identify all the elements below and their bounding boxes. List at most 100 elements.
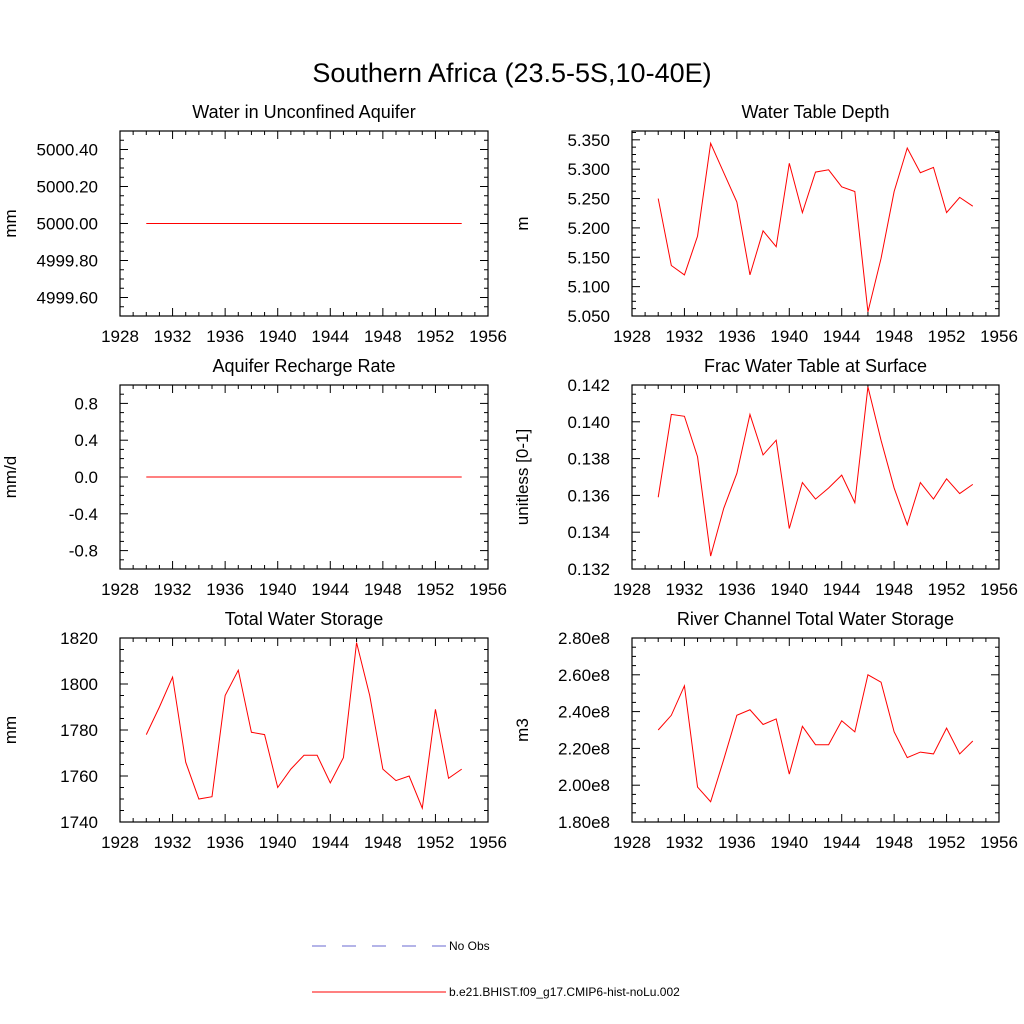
y-tick-label: 5000.00: [37, 215, 98, 234]
y-tick-label: 1780: [60, 721, 98, 740]
x-tick-label: 1956: [980, 580, 1018, 599]
x-tick-label: 1936: [206, 833, 244, 852]
panels: Water in Unconfined Aquifer mm 1928 1932 193…: [1, 102, 1018, 852]
x-tick-label: 1928: [613, 833, 651, 852]
y-tick-label: 0.138: [567, 450, 610, 469]
x-tick-label: 1956: [980, 327, 1018, 346]
legend-item: b.e21.BHIST.f09_g17.CMIP6-hist-noLu.002: [312, 985, 680, 999]
x-tick-label: 1956: [469, 327, 507, 346]
series-line: [145, 642, 462, 811]
panel-title: River Channel Total Water Storage: [677, 609, 954, 629]
x-tick-label: 1944: [311, 833, 349, 852]
y-tick-label: 0.132: [567, 560, 610, 579]
x-tick-label: 1936: [718, 580, 756, 599]
y-tick-label: 1760: [60, 767, 98, 786]
x-tick-label: 1932: [666, 833, 704, 852]
y-tick-label: 5.350: [567, 131, 610, 150]
panel-title: Water in Unconfined Aquifer: [192, 102, 415, 122]
x-tick-label: 1948: [875, 833, 913, 852]
x-tick-label: 1936: [206, 580, 244, 599]
x-tick-label: 1928: [101, 833, 139, 852]
chart-panel: Total Water Storage mm 1928 1932 1936 1940 194…: [1, 609, 507, 852]
y-axis-label: unitless [0-1]: [513, 429, 532, 525]
y-tick-label: 2.40e8: [558, 703, 610, 722]
x-tick-label: 1944: [823, 833, 861, 852]
plot-frame: [631, 637, 1000, 823]
x-tick-label: 1956: [469, 833, 507, 852]
x-tick-label: 1944: [823, 327, 861, 346]
x-tick-label: 1932: [154, 580, 192, 599]
panel-title: Water Table Depth: [741, 102, 889, 122]
y-tick-label: 5.300: [567, 160, 610, 179]
x-tick-label: 1956: [469, 580, 507, 599]
x-tick-label: 1940: [259, 580, 297, 599]
x-tick-label: 1952: [417, 833, 455, 852]
x-tick-label: 1952: [928, 580, 966, 599]
x-tick-label: 1952: [928, 833, 966, 852]
legend-label: No Obs: [449, 939, 490, 953]
y-tick-label: 4999.80: [37, 252, 98, 271]
y-tick-label: 5000.20: [37, 178, 98, 197]
x-tick-label: 1948: [364, 833, 402, 852]
y-tick-label: 2.80e8: [558, 629, 610, 648]
y-axis-label: m: [513, 216, 532, 230]
x-tick-label: 1948: [364, 327, 402, 346]
x-tick-label: 1948: [875, 327, 913, 346]
x-tick-label: 1944: [823, 580, 861, 599]
plot-frame: [631, 384, 1000, 570]
legend-label: b.e21.BHIST.f09_g17.CMIP6-hist-noLu.002: [449, 985, 680, 999]
y-tick-label: -0.4: [69, 505, 98, 524]
x-tick-label: 1944: [311, 580, 349, 599]
y-tick-label: 0.4: [74, 431, 98, 450]
y-axis-label: mm: [1, 209, 20, 237]
x-tick-label: 1932: [154, 833, 192, 852]
figure-title: Southern Africa (23.5-5S,10-40E): [312, 58, 711, 88]
x-tick-label: 1956: [980, 833, 1018, 852]
x-tick-label: 1952: [417, 327, 455, 346]
series-line: [657, 674, 974, 803]
legend-item: No Obs: [312, 939, 490, 953]
x-tick-label: 1952: [417, 580, 455, 599]
y-tick-label: 5.100: [567, 278, 610, 297]
y-tick-label: 0.136: [567, 486, 610, 505]
x-tick-label: 1944: [311, 327, 349, 346]
x-tick-label: 1928: [613, 327, 651, 346]
x-tick-label: 1948: [875, 580, 913, 599]
y-axis-label: m3: [513, 718, 532, 742]
y-tick-label: 2.60e8: [558, 666, 610, 685]
panel-title: Aquifer Recharge Rate: [212, 356, 395, 376]
y-tick-label: 1.80e8: [558, 813, 610, 832]
x-tick-label: 1932: [666, 327, 704, 346]
x-tick-label: 1940: [770, 580, 808, 599]
y-tick-label: 2.00e8: [558, 776, 610, 795]
x-tick-label: 1932: [154, 327, 192, 346]
y-tick-label: 5.250: [567, 190, 610, 209]
y-tick-label: 0.140: [567, 413, 610, 432]
legend: No Obs b.e21.BHIST.f09_g17.CMIP6-hist-noL…: [312, 939, 680, 999]
x-tick-label: 1940: [259, 833, 297, 852]
y-tick-label: 1740: [60, 813, 98, 832]
plot-frame: [631, 130, 1000, 317]
y-tick-label: 0.0: [74, 468, 98, 487]
x-tick-label: 1932: [666, 580, 704, 599]
y-tick-label: -0.8: [69, 542, 98, 561]
y-tick-label: 5.200: [567, 219, 610, 238]
x-tick-label: 1928: [101, 580, 139, 599]
y-tick-label: 1800: [60, 675, 98, 694]
series-line: [657, 141, 974, 313]
x-tick-label: 1936: [718, 327, 756, 346]
y-tick-label: 2.20e8: [558, 739, 610, 758]
x-tick-label: 1936: [206, 327, 244, 346]
y-tick-label: 5000.40: [37, 141, 98, 160]
x-tick-label: 1928: [101, 327, 139, 346]
panel-title: Frac Water Table at Surface: [704, 356, 927, 376]
x-tick-label: 1936: [718, 833, 756, 852]
y-tick-label: 0.142: [567, 376, 610, 395]
x-tick-label: 1940: [259, 327, 297, 346]
y-axis-label: mm/d: [1, 456, 20, 499]
y-tick-label: 0.134: [567, 523, 610, 542]
x-tick-label: 1948: [364, 580, 402, 599]
y-tick-label: 5.150: [567, 248, 610, 267]
